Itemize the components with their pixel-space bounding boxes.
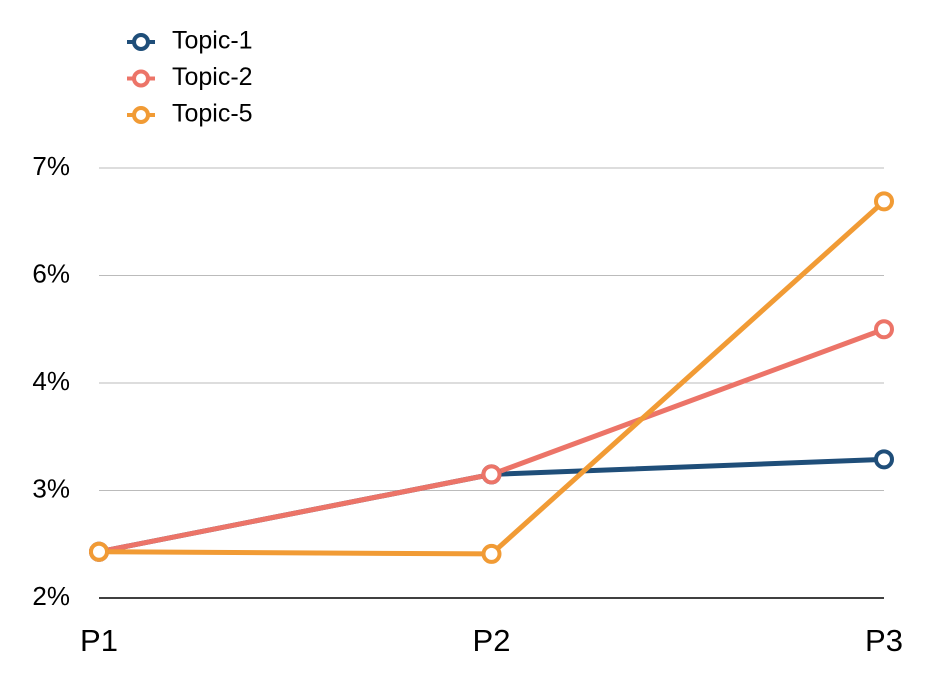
series-line	[98, 199, 886, 557]
point	[481, 543, 502, 564]
y-tick-label: 3%	[32, 473, 70, 503]
legend-label: Topic-2	[172, 63, 253, 91]
y-tick-label: 7%	[32, 151, 70, 181]
series-line	[98, 326, 885, 555]
legend-marker	[132, 33, 150, 51]
legend-marker	[132, 69, 150, 88]
point	[874, 191, 894, 212]
y-tick-label: 4%	[32, 366, 70, 396]
point	[874, 449, 894, 470]
legend-label: Topic-5	[172, 100, 253, 128]
x-tick-label: P1	[80, 623, 118, 658]
point	[481, 464, 502, 485]
point	[89, 541, 109, 562]
y-tick-label: 6%	[32, 258, 70, 288]
legend-marker	[132, 106, 150, 124]
x-tick-label: P3	[865, 623, 903, 658]
x-tick-label: P2	[473, 623, 511, 658]
legend-label: Topic-1	[172, 27, 253, 55]
y-tick-label: 2%	[32, 581, 70, 611]
point	[874, 319, 894, 340]
